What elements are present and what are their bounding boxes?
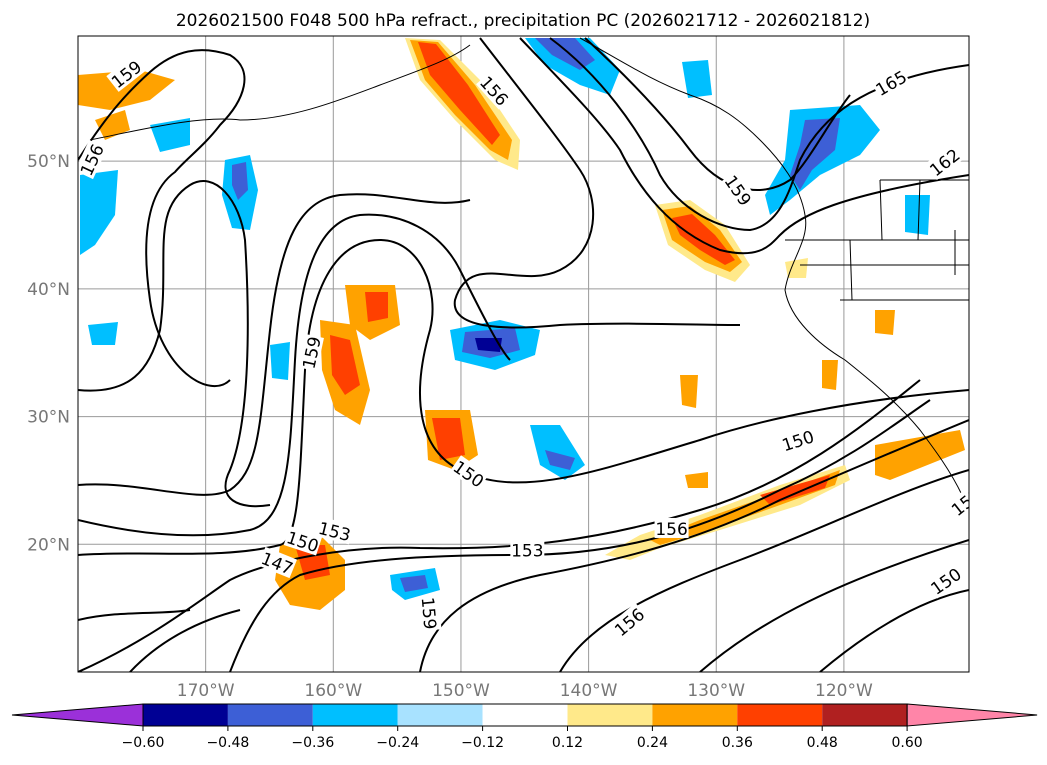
map-border bbox=[77, 35, 970, 673]
lon-tick-label: 140°W bbox=[560, 681, 618, 701]
colorbar-tick-label: 0.36 bbox=[722, 735, 753, 751]
colorbar-bin bbox=[143, 704, 228, 726]
contour-label-text: 156 bbox=[655, 520, 687, 540]
colorbar-bin bbox=[652, 704, 738, 726]
lat-tick-label: 50°N bbox=[27, 152, 70, 172]
map-title: 2026021500 F048 500 hPa refract., precip… bbox=[176, 11, 870, 31]
lat-tick-label: 30°N bbox=[27, 408, 70, 428]
precipitation-shading bbox=[78, 38, 965, 610]
colorbar-tick-label: −0.60 bbox=[122, 735, 165, 751]
colorbar-bin bbox=[397, 704, 483, 726]
colorbar-tick-label: −0.36 bbox=[291, 735, 334, 751]
colorbar-bin bbox=[737, 704, 823, 726]
colorbar: −0.60 −0.48 −0.36 −0.24 −0.12 0.12 0.24 0.36 0.4… bbox=[11, 703, 1038, 751]
contour-label: 147 bbox=[984, 572, 1024, 612]
longitude-ticks: 170°W 160°W 150°W 140°W 130°W 120°W bbox=[177, 681, 873, 701]
contour-label-text: 153 bbox=[511, 542, 543, 562]
colorbar-tick-label: 0.24 bbox=[637, 735, 668, 751]
contour-label: 159 bbox=[297, 333, 326, 372]
colorbar-bin bbox=[822, 704, 908, 726]
colorbar-tick-label: −0.12 bbox=[461, 735, 504, 751]
lon-tick-label: 120°W bbox=[815, 681, 873, 701]
contour-label-text: 159 bbox=[417, 596, 440, 630]
colorbar-bin bbox=[227, 704, 313, 726]
colorbar-tick-label: 0.12 bbox=[552, 735, 583, 751]
latitude-ticks: 50°N 40°N 30°N 20°N bbox=[27, 152, 70, 555]
lon-tick-label: 170°W bbox=[177, 681, 235, 701]
lon-tick-label: 130°W bbox=[687, 681, 745, 701]
contour-label: 156 bbox=[654, 517, 689, 540]
contour-label: 159 bbox=[417, 595, 442, 631]
contour-label: 153 bbox=[510, 539, 545, 562]
coastlines bbox=[89, 37, 969, 496]
lon-tick-label: 150°W bbox=[432, 681, 490, 701]
colorbar-tick-label: 0.60 bbox=[892, 735, 923, 751]
colorbar-frame bbox=[142, 703, 908, 727]
colorbar-tick-label: −0.24 bbox=[376, 735, 419, 751]
lat-tick-label: 20°N bbox=[27, 535, 70, 555]
contour-label: 150 bbox=[283, 526, 323, 557]
colorbar-tick-label: −0.48 bbox=[206, 735, 249, 751]
colorbar-tick-label: 0.48 bbox=[807, 735, 838, 751]
lon-tick-label: 160°W bbox=[304, 681, 362, 701]
colorbar-bin bbox=[567, 704, 653, 726]
contour-label-text: 147 bbox=[986, 574, 1023, 611]
colorbar-under-arrow bbox=[11, 703, 144, 727]
lat-tick-label: 40°N bbox=[27, 280, 70, 300]
colorbar-bin bbox=[312, 704, 398, 726]
colorbar-over-arrow bbox=[906, 703, 1038, 727]
colorbar-bin bbox=[482, 704, 568, 726]
